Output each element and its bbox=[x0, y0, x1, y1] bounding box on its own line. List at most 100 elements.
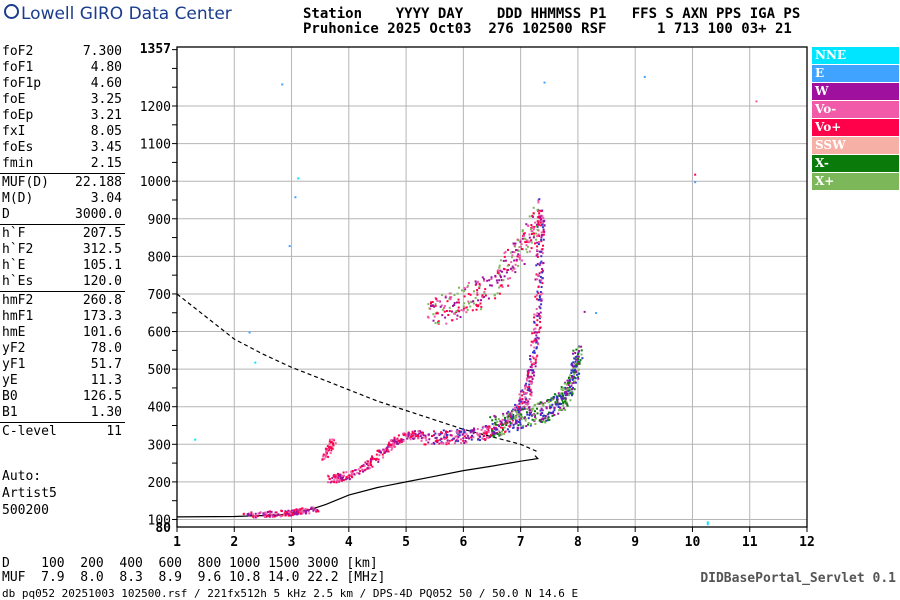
e-layer-trace-dot bbox=[264, 515, 266, 518]
f2-x-trace-dot bbox=[531, 413, 534, 416]
f2-o-trace-dot bbox=[519, 390, 522, 393]
f2-o-trace-dot bbox=[536, 245, 539, 248]
f2-o-trace-dot bbox=[499, 433, 502, 436]
spread-f-dot bbox=[494, 297, 497, 300]
f2-o-trace-dot bbox=[535, 308, 538, 310]
f1-layer-trace-dot bbox=[415, 435, 418, 438]
f2-o-trace-dot bbox=[519, 419, 522, 422]
spread-f-dot bbox=[493, 294, 496, 297]
f2-o-trace-dot bbox=[531, 363, 534, 366]
param-row-yf1: yF1 51.7 bbox=[0, 357, 125, 373]
f2-x-trace-dot bbox=[548, 404, 551, 407]
auto-code: 500200 bbox=[2, 503, 49, 518]
param-row-hes: h`Es 120.0 bbox=[0, 274, 125, 290]
x-tick-label: 5 bbox=[402, 535, 410, 550]
f2-x-trace-dot bbox=[521, 408, 524, 411]
f1-layer-trace-dot bbox=[337, 473, 340, 476]
f2-o-trace-dot bbox=[529, 358, 532, 361]
f2-x-trace-dot bbox=[577, 377, 580, 380]
e-layer-trace-dot bbox=[304, 509, 307, 512]
f2-o-trace-dot bbox=[538, 279, 541, 282]
f2-x-trace-dot bbox=[571, 378, 574, 381]
e-layer-trace-dot bbox=[268, 510, 271, 513]
f2-x-trace-dot bbox=[502, 412, 505, 415]
f2-o-trace-dot bbox=[470, 438, 473, 441]
f2-x-trace-dot bbox=[564, 388, 567, 391]
spread-f-dot bbox=[531, 226, 534, 229]
f2-o-trace-dot bbox=[511, 419, 514, 422]
f1-layer-trace-dot bbox=[407, 432, 410, 434]
e-layer-trace-dot bbox=[275, 511, 278, 514]
f2-o-trace-dot bbox=[533, 316, 536, 319]
f2-x-trace-dot bbox=[556, 401, 559, 404]
f1-layer-trace-dot bbox=[386, 446, 389, 449]
f2-x-trace-dot bbox=[496, 420, 499, 423]
f2-x-trace-dot bbox=[551, 412, 554, 415]
spread-f-dot bbox=[458, 310, 461, 313]
f2-o-trace-dot bbox=[542, 220, 545, 223]
f2-x-trace-dot bbox=[492, 432, 495, 435]
f2-x-trace-dot bbox=[547, 413, 550, 416]
f2-x-trace-dot bbox=[564, 391, 567, 394]
e-layer-trace-dot bbox=[293, 509, 296, 512]
spread-f-dot bbox=[464, 288, 467, 291]
param-row-mufd: MUF(D) 22.188 bbox=[0, 175, 125, 191]
spread-f-dot bbox=[484, 294, 487, 297]
f2-o-trace-dot bbox=[538, 328, 541, 331]
f1-layer-trace-dot bbox=[346, 475, 349, 478]
f2-x-trace-dot bbox=[569, 392, 572, 395]
f1-layer-trace-dot bbox=[359, 470, 362, 472]
f1-layer-trace-dot bbox=[383, 452, 386, 454]
f2-o-trace-dot bbox=[541, 248, 544, 250]
f2-x-trace-dot bbox=[501, 430, 503, 433]
f2-x-trace-dot bbox=[565, 392, 568, 395]
f1-layer-trace-dot bbox=[345, 476, 348, 479]
header-line-2: Pruhonice 2025 Oct03 276 102500 RSF 1 71… bbox=[303, 21, 792, 37]
f2-x-trace-dot bbox=[569, 390, 572, 393]
spread-f-dot bbox=[525, 248, 528, 251]
f2-o-trace-dot bbox=[440, 431, 443, 434]
f2-o-trace-dot bbox=[528, 377, 531, 380]
f1-layer-trace-dot bbox=[412, 437, 415, 440]
spread-f-dot bbox=[510, 267, 512, 270]
f2-o-trace-dot bbox=[530, 340, 533, 343]
legend: NNE E W Vo- Vo+ SSW X- X+ bbox=[812, 47, 899, 191]
f1-layer-trace-dot bbox=[388, 442, 390, 445]
f2-x-trace-dot bbox=[526, 411, 528, 414]
spread-f-dot bbox=[437, 320, 440, 323]
f1-layer-trace-dot bbox=[383, 450, 386, 453]
f2-o-trace-dot bbox=[469, 429, 472, 432]
f2-x-trace-dot bbox=[498, 433, 501, 436]
spread-f-dot bbox=[521, 259, 524, 262]
f1-layer-trace-dot bbox=[417, 437, 419, 440]
e-layer-trace-dot bbox=[312, 506, 315, 509]
f2-o-trace-dot bbox=[434, 440, 437, 443]
spread-f-dot bbox=[448, 310, 451, 312]
e-layer-trace-dot bbox=[291, 509, 294, 512]
f2-o-trace-dot bbox=[496, 431, 498, 434]
f2-x-trace-dot bbox=[566, 404, 569, 407]
param-value: 260.8 bbox=[82, 293, 122, 308]
f1-layer-trace-dot bbox=[342, 471, 345, 474]
f2-x-trace-dot bbox=[548, 399, 550, 401]
f2-x-trace-dot bbox=[544, 421, 547, 424]
f2-o-trace-dot bbox=[526, 403, 529, 406]
f2-x-trace-dot bbox=[578, 372, 581, 375]
f1-layer-trace-dot bbox=[409, 438, 412, 441]
e-layer-trace-dot bbox=[273, 515, 276, 518]
spread-f-dot bbox=[476, 291, 479, 294]
f2-o-trace-dot bbox=[530, 344, 533, 347]
f1-layer-trace-dot bbox=[388, 441, 391, 444]
e-layer-trace-dot bbox=[269, 512, 272, 515]
f1-layer-trace-dot bbox=[386, 445, 389, 448]
f2-o-trace-dot bbox=[472, 436, 475, 439]
f2-o-trace-dot bbox=[448, 439, 451, 442]
f2-o-trace-dot bbox=[536, 262, 539, 265]
f1-layer-trace-dot bbox=[371, 465, 374, 468]
param-label: h`F bbox=[2, 226, 26, 241]
spread-f-dot bbox=[462, 309, 465, 312]
f2-o-trace-dot bbox=[536, 225, 539, 228]
f2-x-trace-dot bbox=[530, 408, 533, 410]
spread-f-dot bbox=[513, 259, 516, 262]
spread-f-dot bbox=[434, 322, 437, 325]
